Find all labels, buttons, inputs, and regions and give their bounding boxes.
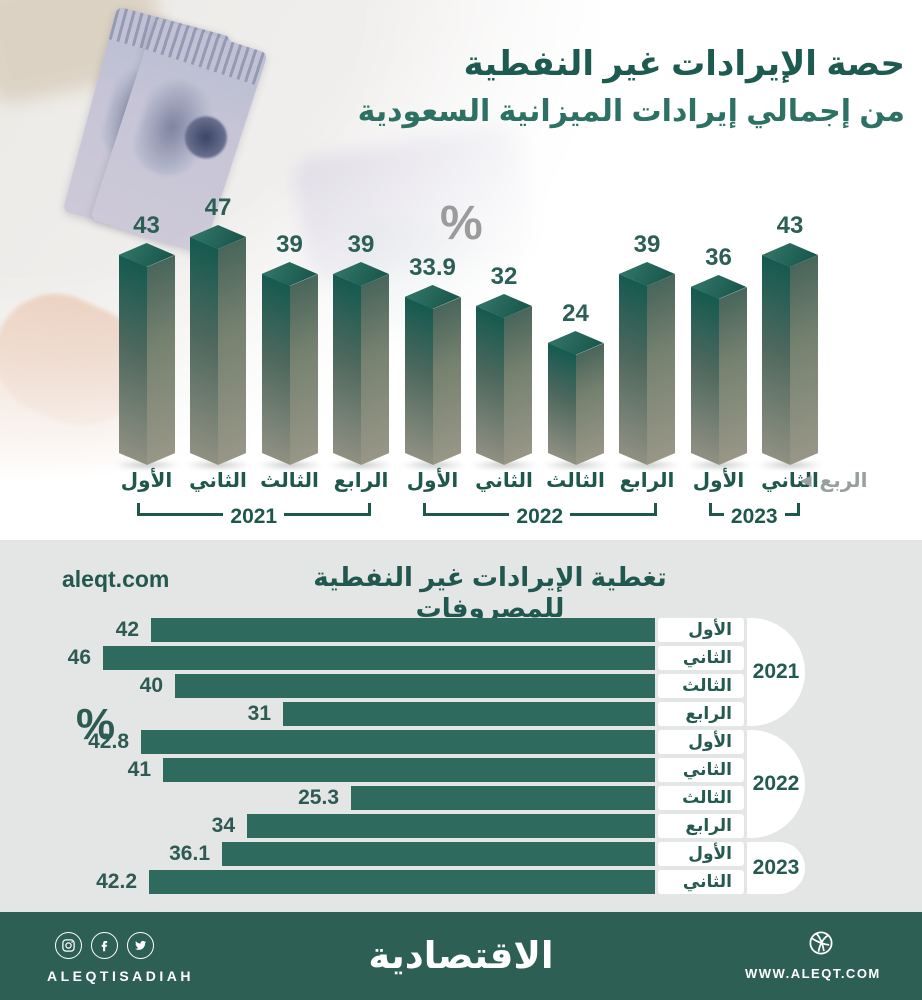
x-axis-quarter-label: الثاني (189, 470, 247, 492)
bar-value-label: 43 (776, 212, 804, 239)
website-url: WWW.ALEQT.COM (745, 966, 881, 981)
x-axis-quarter-label: الثاني (475, 470, 533, 492)
hbar-quarter-label: الثالث (658, 674, 744, 698)
bar-3d-quarter-الأول-4 (398, 285, 467, 470)
hbar-quarter-الأول-4 (141, 730, 655, 754)
bar-shadow (613, 460, 681, 470)
hbar-quarter-label: الأول (658, 730, 744, 754)
bar-3d-quarter-الثاني-9 (756, 243, 824, 470)
bar-value-label: 24 (562, 300, 589, 327)
bar-shadow (112, 460, 181, 470)
title-line-1: حصة الإيرادات غير النفطية (463, 45, 905, 83)
bar-3d-quarter-الرابع-3 (327, 262, 395, 470)
bar-shadow (541, 460, 610, 470)
hbar-quarter-الثالث-6 (351, 786, 655, 810)
hbar-value-label: 41 (127, 758, 151, 781)
globe-icon[interactable] (806, 928, 836, 963)
hbar-quarter-الرابع-3 (283, 702, 655, 726)
hbar-value-label: 42 (115, 618, 139, 641)
year-label: 2023 (730, 505, 778, 528)
bar-value-label: 43 (133, 212, 160, 239)
year-label: 2022 (516, 505, 564, 528)
bar-3d-quarter-الثالث-6 (541, 331, 610, 470)
bar-value-label: 36 (705, 244, 732, 271)
page-title: حصة الإيرادات غير النفطية من إجمالي إيرا… (358, 44, 905, 129)
hbar-quarter-الرابع-7 (247, 814, 655, 838)
percent-symbol-bottom: % (76, 700, 116, 749)
quarter-axis-label: الربع (819, 470, 868, 492)
footer-bar: ALEQTISADIAH الاقتصادية WWW.ALEQT.COM (0, 912, 922, 1000)
bar-shadow (327, 460, 395, 470)
bottom-chart-title: تغطية الإيرادات غير النفطية للمصروفات (313, 562, 667, 623)
hbar-value-label: 34 (211, 814, 235, 837)
hbar-quarter-label: الثالث (658, 786, 744, 810)
bar-shadow (255, 460, 324, 470)
hbar-value-label: 31 (247, 702, 271, 725)
bar-3d-quarter-الأول-8 (684, 275, 753, 470)
hbar-value-label: 40 (139, 674, 163, 697)
year-bracket-2023: 2023 (708, 502, 800, 527)
hbar-quarter-label: الثاني (658, 646, 744, 670)
x-axis-quarter-label: الأول (406, 470, 459, 492)
bar-value-label: 32 (490, 263, 518, 290)
hbar-quarter-label: الأول (658, 842, 744, 866)
hbar-quarter-label: الرابع (658, 702, 744, 726)
bar-value-label: 47 (204, 194, 232, 221)
hbar-quarter-الثاني-9 (149, 870, 655, 894)
bar-value-label: 33.9 (409, 254, 456, 281)
title-line-2: من إجمالي إيرادات الميزانية السعودية (357, 95, 905, 128)
aleqtisadiah-logo: الاقتصادية (368, 935, 554, 976)
facebook-icon[interactable] (91, 932, 118, 959)
bar-3d-quarter-الثاني-1 (184, 225, 252, 470)
bar-shadow (470, 460, 538, 470)
x-axis-quarter-label: الثاني (761, 470, 819, 492)
hbar-quarter-label: الرابع (658, 814, 744, 838)
x-axis-quarter-label: الثالث (546, 470, 605, 492)
bar-3d-quarter-الرابع-7 (613, 262, 681, 470)
bar-value-label: 39 (347, 231, 375, 258)
social-icons (55, 932, 154, 959)
hbar-quarter-الأول-8 (222, 842, 655, 866)
hbar-value-label: 36.1 (169, 842, 210, 865)
bar-shadow (184, 460, 252, 470)
bar-3d-quarter-الأول-0 (112, 243, 181, 470)
hbar-quarter-الأول-0 (151, 618, 655, 642)
website-label: aleqt.com (62, 566, 170, 592)
hbar-quarter-label: الثاني (658, 758, 744, 782)
hbar-quarter-label: الثاني (658, 870, 744, 894)
x-axis-quarter-label: الرابع (619, 470, 675, 492)
year-group-2023: 2023 (747, 842, 805, 894)
year-bracket-2021: 2021 (136, 502, 371, 527)
year-bracket-2022: 2022 (422, 502, 657, 527)
bar-3d-quarter-الثالث-2 (255, 262, 324, 470)
left-arrow-icon: ◀ (800, 471, 812, 489)
bar-3d-quarter-الثاني-5 (470, 294, 538, 470)
instagram-icon[interactable] (55, 932, 82, 959)
hbar-value-label: 42.8 (88, 730, 129, 753)
bar-value-label: 39 (276, 231, 303, 258)
hbar-value-label: 25.3 (298, 786, 339, 809)
year-label: 2021 (230, 505, 278, 528)
bar-shadow (756, 460, 824, 470)
hbar-quarter-الثاني-5 (163, 758, 655, 782)
quarter-axis-note: ◀ الربع (800, 468, 900, 493)
bar-shadow (684, 460, 753, 470)
hbar-value-label: 42.2 (96, 870, 137, 893)
x-axis-quarter-label: الأول (692, 470, 745, 492)
x-axis-quarter-label: الأول (120, 470, 173, 492)
x-axis-quarter-label: الثالث (260, 470, 319, 492)
x-axis-quarter-label: الرابع (333, 470, 389, 492)
hbar-quarter-label: الأول (658, 618, 744, 642)
hbar-quarter-الثالث-2 (175, 674, 655, 698)
percent-symbol-top: % (440, 197, 483, 250)
bar-shadow (398, 460, 467, 470)
twitter-icon[interactable] (127, 932, 154, 959)
hbar-value-label: 46 (67, 646, 91, 669)
hbar-quarter-الثاني-1 (103, 646, 655, 670)
bar-value-label: 39 (633, 231, 661, 258)
social-handle: ALEQTISADIAH (47, 968, 194, 984)
